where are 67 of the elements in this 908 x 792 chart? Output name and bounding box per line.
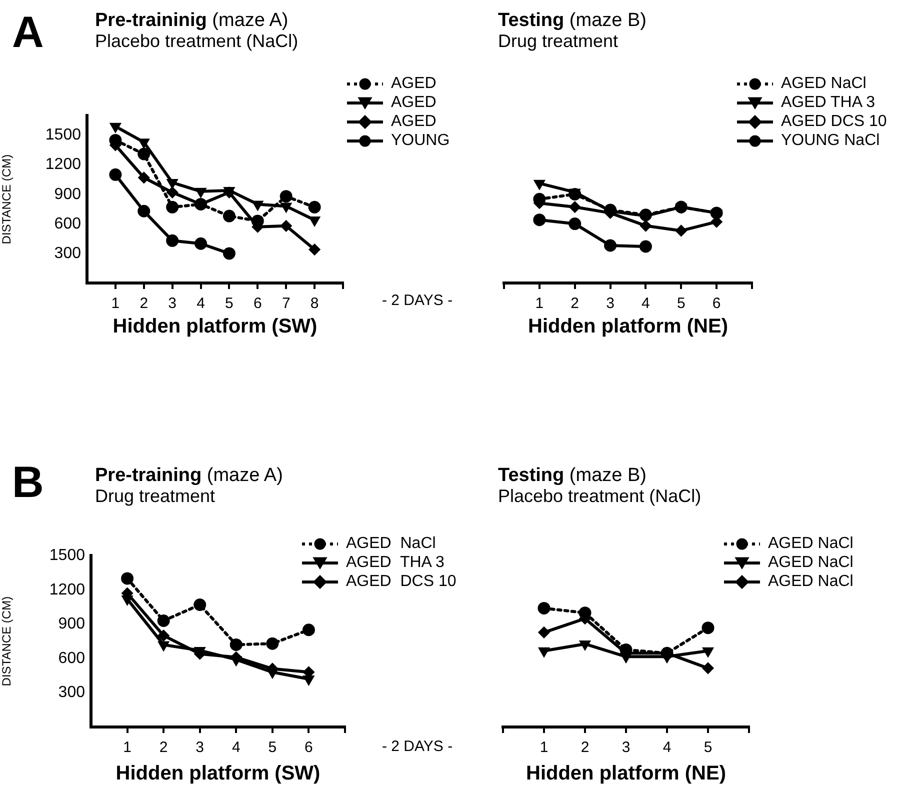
x-tick-label: 2: [140, 295, 148, 312]
text: B: [12, 458, 44, 508]
chart-title: Pre-training (maze A): [95, 465, 283, 487]
x-tick-label: 1: [535, 295, 544, 312]
x-tick-label: 4: [662, 739, 672, 756]
y-tick-label: 900: [54, 186, 82, 203]
legend-label: AGED NaCl: [768, 572, 854, 591]
x-tick-label: 7: [282, 295, 290, 312]
y-tick-label: 300: [58, 684, 86, 702]
legend-label: YOUNG NaCl: [781, 131, 880, 150]
x-tick-label: 6: [253, 295, 262, 312]
x-tick-label: 2: [570, 295, 580, 312]
x-tick-label: 4: [642, 295, 650, 312]
x-axis-title: Hidden platform (SW): [112, 316, 318, 338]
legend-label: AGED NaCl: [768, 534, 854, 553]
x-axis-title: Hidden platform (SW): [116, 762, 320, 785]
legend-label: YOUNG: [391, 131, 450, 150]
x-tick-label: 6: [712, 295, 721, 312]
x-axis-title: Hidden platform (NE): [528, 316, 728, 338]
text: - 2 DAYS -: [382, 738, 453, 755]
y-tick-label: 300: [54, 244, 82, 262]
x-tick-label: 5: [225, 295, 234, 312]
y-tick-label: 1200: [45, 156, 82, 174]
chart-title: Testing (maze B): [498, 10, 647, 32]
text: A: [12, 8, 44, 58]
legend-label: AGED: [391, 112, 436, 131]
y-axis-title: DISTANCE (CM): [0, 596, 14, 686]
y-tick-label: 600: [54, 215, 82, 232]
legend-label: AGED: [391, 74, 436, 93]
x-tick-label: 5: [704, 739, 712, 756]
legend-label: AGED THA 3: [781, 93, 875, 112]
chart-title: Testing (maze B): [498, 465, 647, 487]
x-axis-title: Hidden platform (NE): [526, 762, 726, 785]
y-tick-label: 600: [58, 650, 86, 667]
x-tick-label: 4: [196, 295, 205, 312]
chart-subtitle: Drug treatment: [95, 486, 216, 507]
x-tick-label: 1: [111, 295, 120, 312]
chart-title: Pre-traininig (maze A): [95, 10, 288, 32]
x-tick-label: 1: [540, 739, 548, 756]
legend-label: AGED NaCl: [781, 74, 866, 93]
x-tick-label: 3: [606, 295, 614, 312]
x-tick-label: 4: [232, 739, 240, 756]
y-tick-label: 1500: [49, 547, 86, 564]
text: - 2 DAYS -: [382, 292, 453, 309]
x-tick-label: 5: [268, 739, 277, 756]
y-tick-label: 1200: [49, 581, 86, 598]
chart-subtitle: Placebo treatment (NaCl): [498, 486, 702, 507]
legend-label: AGED NaCl: [346, 534, 436, 553]
legend-label: AGED NaCl: [768, 553, 854, 572]
x-tick-label: 8: [310, 295, 319, 312]
x-tick-label: 2: [580, 739, 590, 756]
y-axis-title: DISTANCE (CM): [0, 154, 14, 244]
x-tick-label: 3: [196, 739, 204, 756]
chart-subtitle: Placebo treatment (NaCl): [95, 31, 298, 52]
x-tick-label: 5: [676, 295, 686, 312]
legend-label: AGED: [391, 93, 436, 112]
legend-label: AGED DCS 10: [346, 572, 456, 591]
x-tick-label: 2: [159, 739, 168, 756]
x-tick-label: 1: [123, 739, 132, 756]
x-tick-label: 3: [622, 739, 630, 756]
legend-label: AGED DCS 10: [781, 112, 887, 131]
x-tick-label: 6: [304, 739, 313, 756]
legend-label: AGED THA 3: [346, 553, 444, 572]
y-tick-label: 1500: [45, 126, 82, 144]
chart-subtitle: Drug treatment: [498, 31, 618, 52]
x-tick-label: 3: [168, 295, 177, 312]
y-tick-label: 900: [58, 616, 86, 633]
